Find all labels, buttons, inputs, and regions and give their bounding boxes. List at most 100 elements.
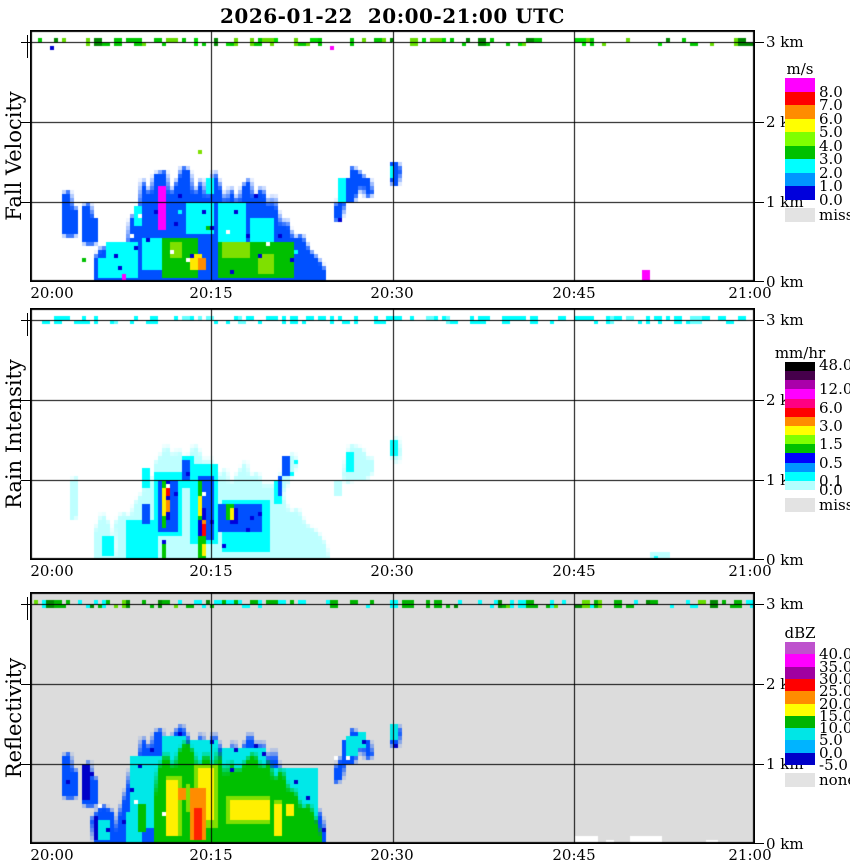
panel-rain-intensity-plot [30,308,755,560]
legend-color-swatch [785,78,815,92]
legend-tick-label: 30.0 [819,669,850,688]
x-tick-label: 21:00 [728,846,772,864]
legend-color-swatch [785,362,815,372]
axis-tick [21,480,30,481]
axis-tick [755,122,764,123]
y-tick-label: 0 km [766,273,804,291]
legend-tick-label: 20.0 [819,694,850,713]
legend-miss-label: miss [819,205,850,224]
legend-color-swatch [785,132,815,146]
axis-tick [755,843,764,844]
legend-tick-label: 3.0 [819,150,843,168]
axis-tick [21,42,30,43]
legend-color-swatch [785,416,815,427]
axis-tick [755,320,764,321]
panel-rain-intensity-axis-label: Rain Intensity [2,359,26,509]
legend-color-swatch [785,678,815,692]
chart-title: 2026-01-22 20:00-21:00 UTC [220,4,565,28]
legend-tick-label: 0.1 [819,471,843,490]
legend-color-swatch [785,666,815,680]
legend-tick-label: 3.0 [819,417,843,435]
legend-color-swatch [785,715,815,729]
legend-tick-label: 6.0 [819,398,843,417]
legend-tick-label: 0.0 [819,481,843,499]
legend-color-swatch [785,728,815,741]
x-tick-label: 20:00 [30,846,74,864]
axis-tick [755,559,764,560]
legend-color-swatch [785,91,815,106]
legend-color-swatch [785,105,815,119]
legend-color-swatch [785,186,815,200]
axis-tick [755,42,764,43]
legend-color-swatch [785,471,815,482]
axis-label-bar [27,313,28,336]
x-tick-label: 20:15 [189,284,233,302]
legend-color-swatch [785,118,815,133]
legend-tick-label: 7.0 [819,96,843,114]
axis-tick [21,202,30,203]
panel-reflectivity-plot [30,592,755,844]
axis-tick [21,400,30,401]
legend-color-swatch [785,462,815,473]
legend-title-dbz: dBZ [784,624,816,642]
axis-tick [755,202,764,203]
x-tick-label: 20:00 [30,284,74,302]
legend-color-swatch [785,371,815,381]
legend-tick-label: 6.0 [819,109,843,128]
x-tick-label: 20:45 [552,846,596,864]
x-tick-label: 21:00 [728,284,772,302]
legend-color-swatch [785,444,815,454]
legend-color-swatch [785,740,815,754]
x-tick-label: 20:00 [30,562,74,580]
legend-tick-label: 1.0 [819,177,843,195]
legend-tick-label: 12.0 [819,380,850,399]
y-tick-label: 3 km [766,595,804,613]
y-tick-label: 3 km [766,33,804,51]
legend-tick-label: 1.5 [819,435,843,454]
legend-color-swatch [785,480,815,491]
legend-tick-label: 10.0 [819,719,850,738]
legend-color-swatch [785,398,815,409]
legend-tick-label: 35.0 [819,657,850,676]
legend-color-swatch [785,654,815,667]
legend-title-mmhr: mm/hr [774,344,826,362]
x-tick-label: 20:45 [552,562,596,580]
legend-title-ms: m/s [786,60,814,78]
axis-tick [755,764,764,765]
legend-color-swatch [785,453,815,463]
legend-tick-label: -5.0 [819,756,848,774]
legend-none-label: none [819,771,850,789]
panel-reflectivity-axis-label: Reflectivity [2,657,26,779]
axis-tick [21,122,30,123]
axis-tick [755,400,764,401]
axis-tick [755,604,764,605]
axis-tick [755,684,764,685]
x-tick-label: 20:30 [370,846,414,864]
legend-color-swatch [785,752,815,766]
legend-color-swatch [785,389,815,399]
legend-color-swatch [785,159,815,173]
y-tick-label: 3 km [766,311,804,329]
axis-tick [21,764,30,765]
axis-tick [755,281,764,282]
legend-tick-label: 2.0 [819,163,843,182]
legend-miss-swatch [785,773,815,787]
legend-tick-label: 15.0 [819,706,850,725]
legend-tick-label: 8.0 [819,82,843,101]
x-tick-label: 20:15 [189,562,233,580]
legend-color-swatch [785,145,815,160]
axis-tick [755,480,764,481]
legend-color-swatch [785,703,815,717]
legend-color-swatch [785,380,815,390]
legend-color-swatch [785,435,815,445]
legend-tick-label: 0.5 [819,453,843,472]
axis-label-bar [27,35,28,58]
axis-tick [21,684,30,685]
legend-tick-label: 4.0 [819,136,843,155]
legend-tick-label: 0.0 [819,190,843,209]
y-tick-label: 0 km [766,551,804,569]
legend-tick-label: 25.0 [819,682,850,701]
legend-tick-label: 0.0 [819,743,843,762]
x-tick-label: 20:30 [370,562,414,580]
